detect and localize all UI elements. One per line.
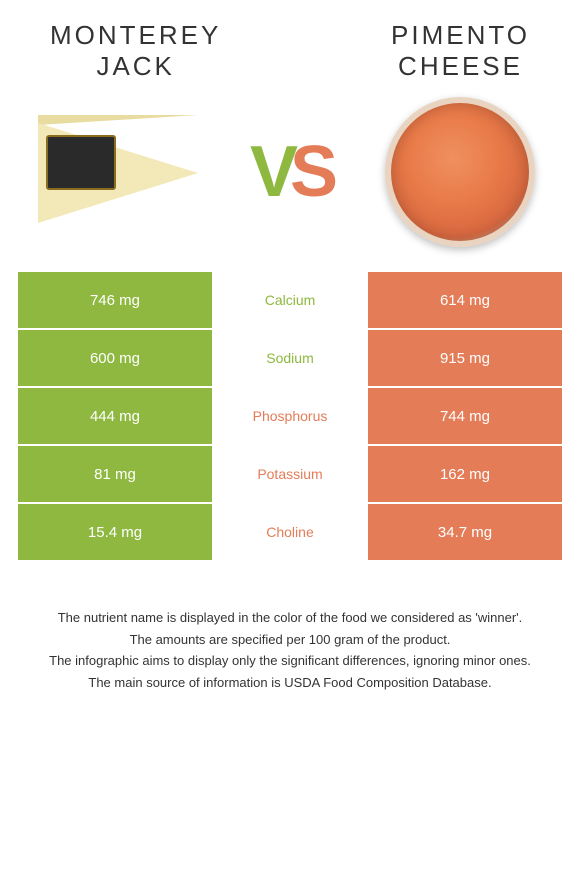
vs-label: VS bbox=[250, 131, 330, 213]
table-row: 746 mgCalcium614 mg bbox=[18, 272, 562, 328]
table-row: 600 mgSodium915 mg bbox=[18, 330, 562, 386]
right-title: Pimento cheese bbox=[391, 20, 530, 82]
right-value: 34.7 mg bbox=[368, 504, 562, 560]
left-value: 15.4 mg bbox=[18, 504, 212, 560]
cheese-wedge-icon bbox=[38, 115, 203, 230]
left-title-line1: Monterey bbox=[50, 20, 221, 50]
footer-line-3: The infographic aims to display only the… bbox=[20, 651, 560, 671]
left-title-line2: Jack bbox=[96, 51, 174, 81]
nutrient-label: Calcium bbox=[212, 272, 368, 328]
right-food-image bbox=[370, 102, 550, 242]
nutrient-label: Potassium bbox=[212, 446, 368, 502]
table-row: 81 mgPotassium162 mg bbox=[18, 446, 562, 502]
nutrient-label: Phosphorus bbox=[212, 388, 368, 444]
images-row: VS bbox=[0, 92, 580, 262]
footer-line-2: The amounts are specified per 100 gram o… bbox=[20, 630, 560, 650]
nutrient-label: Choline bbox=[212, 504, 368, 560]
right-value: 915 mg bbox=[368, 330, 562, 386]
comparison-table: 746 mgCalcium614 mg600 mgSodium915 mg444… bbox=[18, 272, 562, 560]
footer-line-4: The main source of information is USDA F… bbox=[20, 673, 560, 693]
pimento-bowl-icon bbox=[385, 97, 535, 247]
right-title-line1: Pimento bbox=[391, 20, 530, 50]
left-food-image bbox=[30, 102, 210, 242]
left-title: Monterey Jack bbox=[50, 20, 221, 82]
right-value: 614 mg bbox=[368, 272, 562, 328]
left-value: 444 mg bbox=[18, 388, 212, 444]
footer-line-1: The nutrient name is displayed in the co… bbox=[20, 608, 560, 628]
right-value: 162 mg bbox=[368, 446, 562, 502]
vs-s: S bbox=[290, 132, 330, 212]
left-value: 81 mg bbox=[18, 446, 212, 502]
nutrient-label: Sodium bbox=[212, 330, 368, 386]
footer-notes: The nutrient name is displayed in the co… bbox=[0, 608, 580, 692]
right-title-line2: cheese bbox=[398, 51, 523, 81]
table-row: 15.4 mgCholine34.7 mg bbox=[18, 504, 562, 560]
left-value: 600 mg bbox=[18, 330, 212, 386]
vs-v: V bbox=[250, 132, 290, 212]
left-value: 746 mg bbox=[18, 272, 212, 328]
right-value: 744 mg bbox=[368, 388, 562, 444]
table-row: 444 mgPhosphorus744 mg bbox=[18, 388, 562, 444]
header: Monterey Jack Pimento cheese bbox=[0, 0, 580, 92]
